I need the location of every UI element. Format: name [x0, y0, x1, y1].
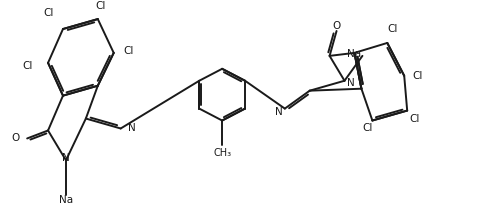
Text: Cl: Cl — [123, 46, 134, 56]
Text: Na: Na — [348, 49, 362, 59]
Text: Cl: Cl — [362, 124, 373, 134]
Text: Cl: Cl — [44, 8, 54, 18]
Text: N: N — [62, 153, 70, 163]
Text: Cl: Cl — [412, 71, 423, 81]
Text: Cl: Cl — [387, 24, 397, 34]
Text: Na: Na — [59, 195, 73, 205]
Text: N: N — [347, 78, 354, 88]
Text: O: O — [332, 21, 341, 31]
Text: CH₃: CH₃ — [213, 148, 231, 158]
Text: Cl: Cl — [96, 1, 106, 11]
Text: N: N — [128, 124, 135, 134]
Text: O: O — [11, 133, 19, 143]
Text: Cl: Cl — [409, 114, 420, 124]
Text: N: N — [275, 107, 283, 117]
Text: Cl: Cl — [22, 61, 32, 71]
